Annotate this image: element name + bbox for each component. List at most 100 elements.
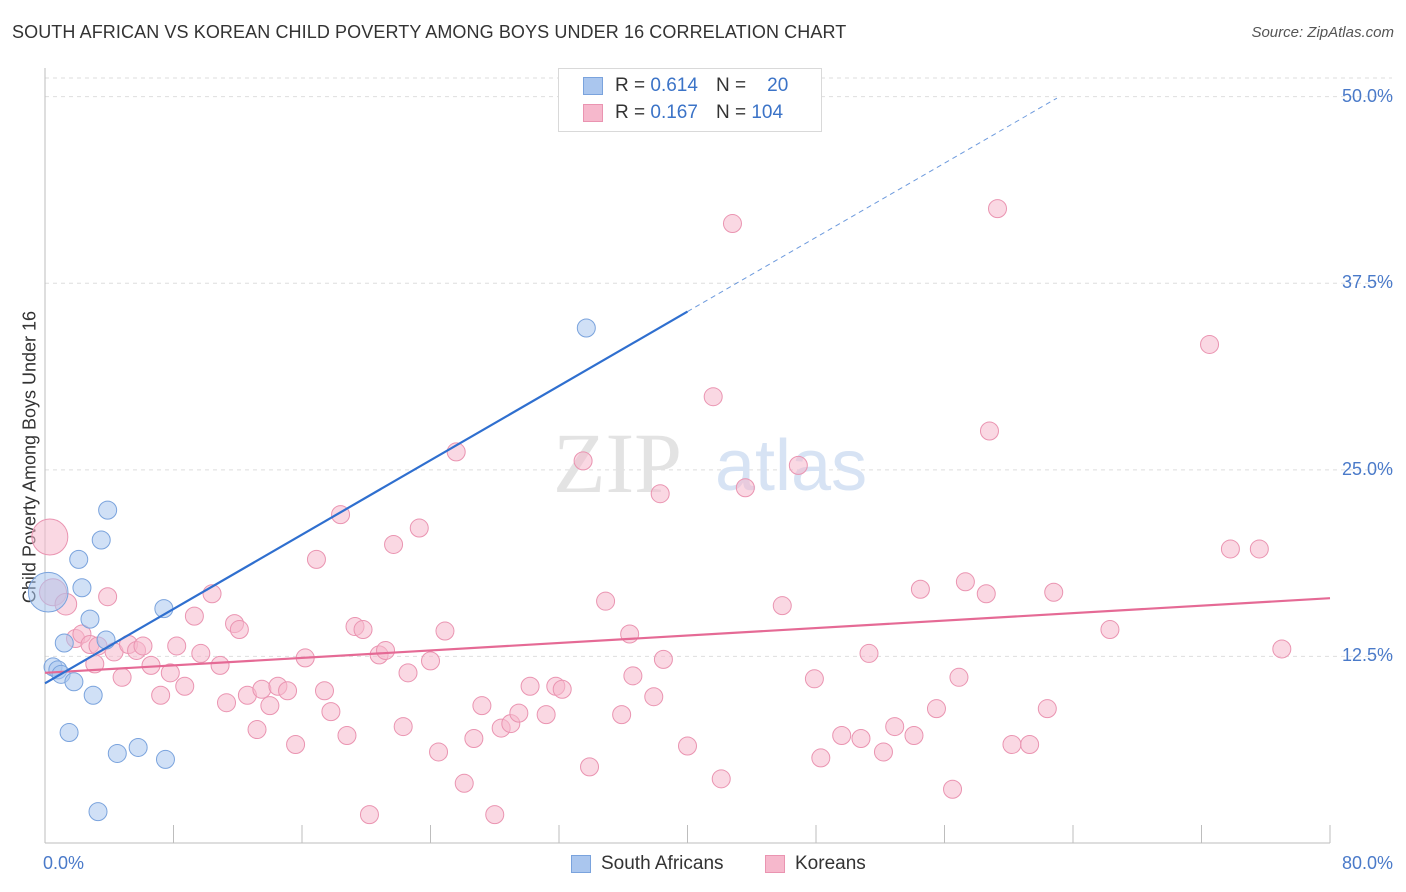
south-africans-trend-line	[44, 310, 689, 685]
korean-point	[711, 769, 731, 789]
korean-point	[485, 805, 505, 825]
korean-point	[678, 736, 697, 756]
korean-point	[306, 549, 326, 569]
korean-point	[772, 596, 792, 616]
korean-point	[286, 734, 306, 754]
korean-point	[191, 643, 211, 663]
korean-point	[167, 636, 187, 656]
bottom-legend-swatch-south-africans	[571, 855, 591, 873]
korean-point	[703, 387, 723, 407]
chart-title: SOUTH AFRICAN VS KOREAN CHILD POVERTY AM…	[12, 22, 847, 42]
korean-point	[644, 687, 664, 707]
korean-point	[98, 587, 118, 607]
korean-point	[509, 703, 529, 723]
korean-point	[859, 643, 879, 663]
south-african-point	[155, 749, 175, 769]
koreans-trend-line	[44, 597, 1331, 674]
korean-point	[321, 702, 341, 722]
korean-point	[464, 729, 484, 749]
korean-point	[573, 451, 593, 471]
bottom-legend-label-koreans: Koreans	[795, 853, 866, 874]
korean-point	[612, 705, 632, 725]
source-label: Source: ZipAtlas.com	[1251, 24, 1394, 41]
korean-point	[1249, 539, 1269, 559]
korean-point	[904, 726, 924, 746]
legend-row-koreans: R = 0.167 N = 104	[583, 100, 783, 126]
south-african-point	[59, 723, 79, 743]
korean-point	[359, 805, 379, 825]
korean-point	[832, 726, 852, 746]
korean-point	[910, 579, 930, 599]
correlation-legend: R = 0.614 N = 20 R = 0.167 N = 104	[558, 68, 822, 132]
korean-point	[376, 640, 396, 660]
south-africans-trend-extension	[687, 97, 1058, 313]
south-african-point	[64, 672, 84, 692]
korean-point	[580, 757, 600, 777]
korean-point	[536, 705, 556, 725]
korean-point	[1020, 734, 1040, 754]
legend-swatch-koreans	[583, 104, 603, 122]
korean-point	[133, 636, 153, 656]
south-african-point	[107, 743, 127, 763]
korean-point	[393, 717, 413, 737]
y-tick-label: 25.0%	[1341, 458, 1393, 479]
korean-point	[976, 584, 996, 604]
korean-point	[210, 655, 230, 675]
south-africans-points	[27, 318, 596, 822]
korean-point	[851, 729, 871, 749]
south-african-point	[91, 530, 111, 550]
korean-point	[429, 742, 449, 762]
korean-point	[472, 696, 492, 716]
gridlines	[45, 77, 1392, 657]
korean-point	[384, 534, 404, 554]
south-african-point	[98, 500, 118, 520]
y-tick-label: 12.5%	[1341, 645, 1393, 666]
legend-r-value-koreans: 0.167	[650, 102, 698, 123]
korean-point	[398, 663, 418, 683]
south-african-point	[83, 685, 103, 705]
korean-point	[454, 773, 474, 793]
korean-point	[596, 591, 616, 611]
korean-point	[175, 676, 195, 696]
korean-point	[949, 667, 969, 687]
korean-point	[722, 214, 742, 234]
korean-point	[650, 484, 670, 504]
korean-point	[735, 478, 755, 498]
korean-point	[979, 421, 999, 441]
legend-swatch-south-africans	[583, 77, 603, 95]
korean-point	[31, 518, 69, 556]
south-african-point	[128, 737, 148, 757]
bottom-legend-swatch-koreans	[765, 855, 785, 873]
korean-point	[151, 685, 171, 705]
korean-point	[943, 779, 963, 799]
legend-n-value-koreans: 104	[751, 102, 784, 123]
korean-point	[811, 748, 831, 768]
legend-r-value-south-africans: 0.614	[650, 75, 698, 96]
korean-point	[1100, 620, 1120, 640]
korean-point	[247, 720, 267, 740]
korean-point	[184, 606, 204, 626]
korean-point	[353, 620, 373, 640]
korean-point	[1200, 334, 1220, 354]
korean-point	[112, 667, 132, 687]
korean-point	[260, 696, 280, 716]
x-tick-max: 80.0%	[1341, 853, 1393, 873]
south-african-point	[69, 549, 89, 569]
legend-n-label: N =	[715, 102, 747, 123]
korean-point	[409, 518, 429, 538]
korean-point	[804, 669, 824, 689]
koreans-points	[31, 199, 1292, 825]
legend-n-value-south-africans: 20	[767, 75, 789, 96]
korean-point	[229, 620, 249, 640]
korean-point	[926, 699, 946, 719]
korean-point	[520, 676, 540, 696]
korean-point	[1220, 539, 1240, 559]
trend-lines	[44, 97, 1331, 685]
south-african-point	[27, 571, 69, 613]
korean-point	[278, 681, 298, 701]
x-tick-min: 0.0%	[43, 853, 85, 873]
axes	[44, 68, 1331, 844]
korean-point	[217, 693, 237, 713]
korean-point	[653, 649, 673, 669]
